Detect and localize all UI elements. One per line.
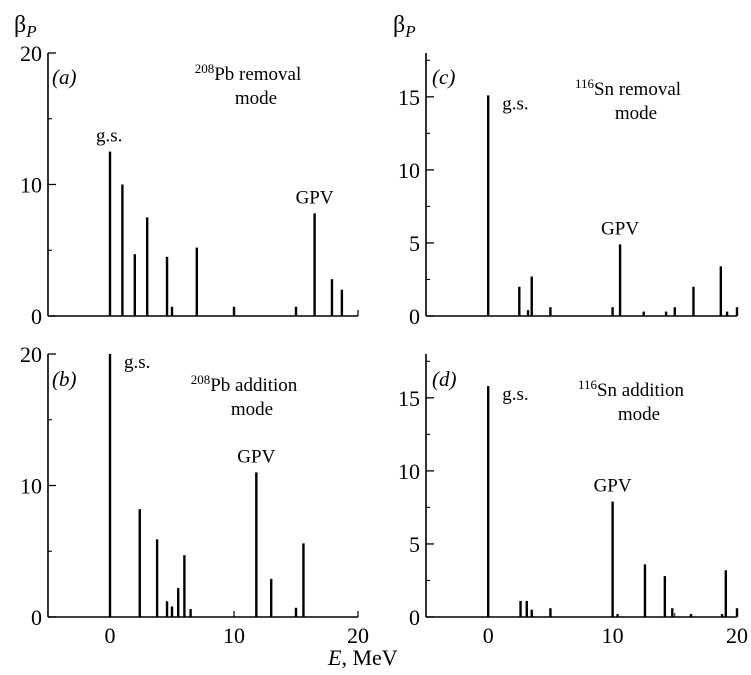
mass-number: 208: [191, 372, 211, 387]
nucleus-name: Sn removal: [594, 79, 681, 100]
y-tick-label: 5: [409, 231, 420, 256]
mass-number: 208: [195, 61, 215, 76]
panel-label: (b): [52, 367, 77, 391]
nucleus-name: Pb removal: [214, 64, 301, 85]
x-tick-label: 0: [105, 623, 116, 648]
nucleus-name: Pb addition: [210, 375, 298, 396]
gpv-label: GPV: [296, 187, 334, 208]
panel-label: (d): [432, 367, 457, 391]
y-tick-label: 10: [398, 459, 420, 484]
y-tick-label: 15: [398, 386, 420, 411]
chart-panel-b: 0 10 20 0 10 20 (b) 208Pb addition mode g.s. GPV: [20, 342, 369, 648]
panel-mode: mode: [231, 399, 273, 420]
panel-mode: mode: [615, 103, 657, 124]
gs-label: g.s.: [502, 384, 528, 405]
y-tick-label: 10: [398, 158, 420, 183]
panel-label: (a): [52, 65, 77, 89]
y-tick-label: 0: [31, 605, 42, 630]
gs-label: g.s.: [124, 352, 150, 373]
y-tick-label: 0: [409, 304, 420, 329]
chart-panel-a: 0 10 20 (a) 208Pb removal mode g.s. GPV: [20, 41, 359, 329]
gs-label: g.s.: [96, 126, 122, 147]
x-tick-label: 10: [223, 623, 245, 648]
y-tick-label: 0: [31, 304, 42, 329]
ylabel-right: βP: [393, 12, 416, 41]
x-tick-label: 10: [602, 623, 624, 648]
panel-mode: mode: [235, 88, 277, 109]
chart-panel-c: 0 5 10 15 (c) 116Sn removal mode g.s. GPV: [398, 53, 739, 329]
xlabel: E, MeV: [327, 645, 398, 670]
panel-label: (c): [432, 65, 455, 89]
gpv-label: GPV: [601, 218, 639, 239]
ylabel-left: βP: [14, 12, 37, 41]
gs-label: g.s.: [502, 93, 528, 114]
x-tick-label: 20: [347, 623, 369, 648]
panel-title: 208Pb addition: [191, 372, 298, 396]
panel-title: 116Sn addition: [578, 377, 685, 401]
x-tick-label: 20: [726, 623, 748, 648]
y-tick-label: 15: [398, 85, 420, 110]
gpv-label: GPV: [594, 476, 632, 497]
gpv-label: GPV: [237, 446, 275, 467]
y-tick-label: 5: [409, 532, 420, 557]
mass-number: 116: [575, 76, 595, 91]
y-tick-label: 0: [409, 605, 420, 630]
panel-title: 116Sn removal: [575, 76, 681, 100]
mass-number: 116: [578, 377, 598, 392]
nucleus-name: Sn addition: [597, 380, 685, 401]
y-tick-label: 20: [20, 342, 42, 367]
panel-mode: mode: [618, 404, 660, 425]
y-tick-label: 10: [20, 173, 42, 198]
y-tick-label: 10: [20, 474, 42, 499]
chart-panel-d: 0 5 10 15 0 10 20 (d) 116Sn addition mode g.s. GPV: [398, 354, 748, 648]
panel-title: 208Pb removal: [195, 61, 302, 85]
x-tick-label: 0: [483, 623, 494, 648]
y-tick-label: 20: [20, 41, 42, 66]
